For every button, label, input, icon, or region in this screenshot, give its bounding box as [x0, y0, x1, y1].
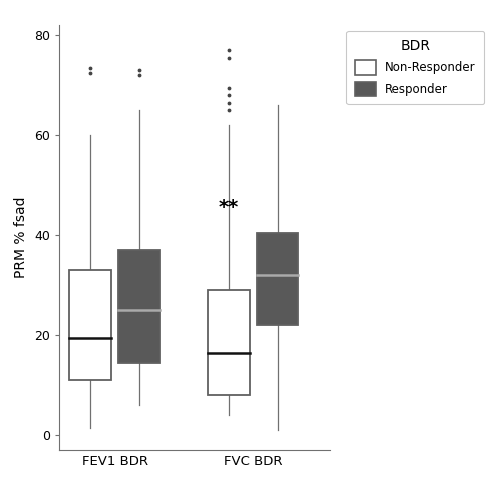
Legend: Non-Responder, Responder: Non-Responder, Responder — [346, 31, 484, 104]
Bar — [208, 290, 250, 395]
Y-axis label: PRM % fsad: PRM % fsad — [14, 196, 29, 278]
Bar — [69, 270, 111, 380]
Bar — [118, 250, 159, 362]
Bar — [257, 232, 299, 325]
Text: **: ** — [218, 198, 239, 218]
